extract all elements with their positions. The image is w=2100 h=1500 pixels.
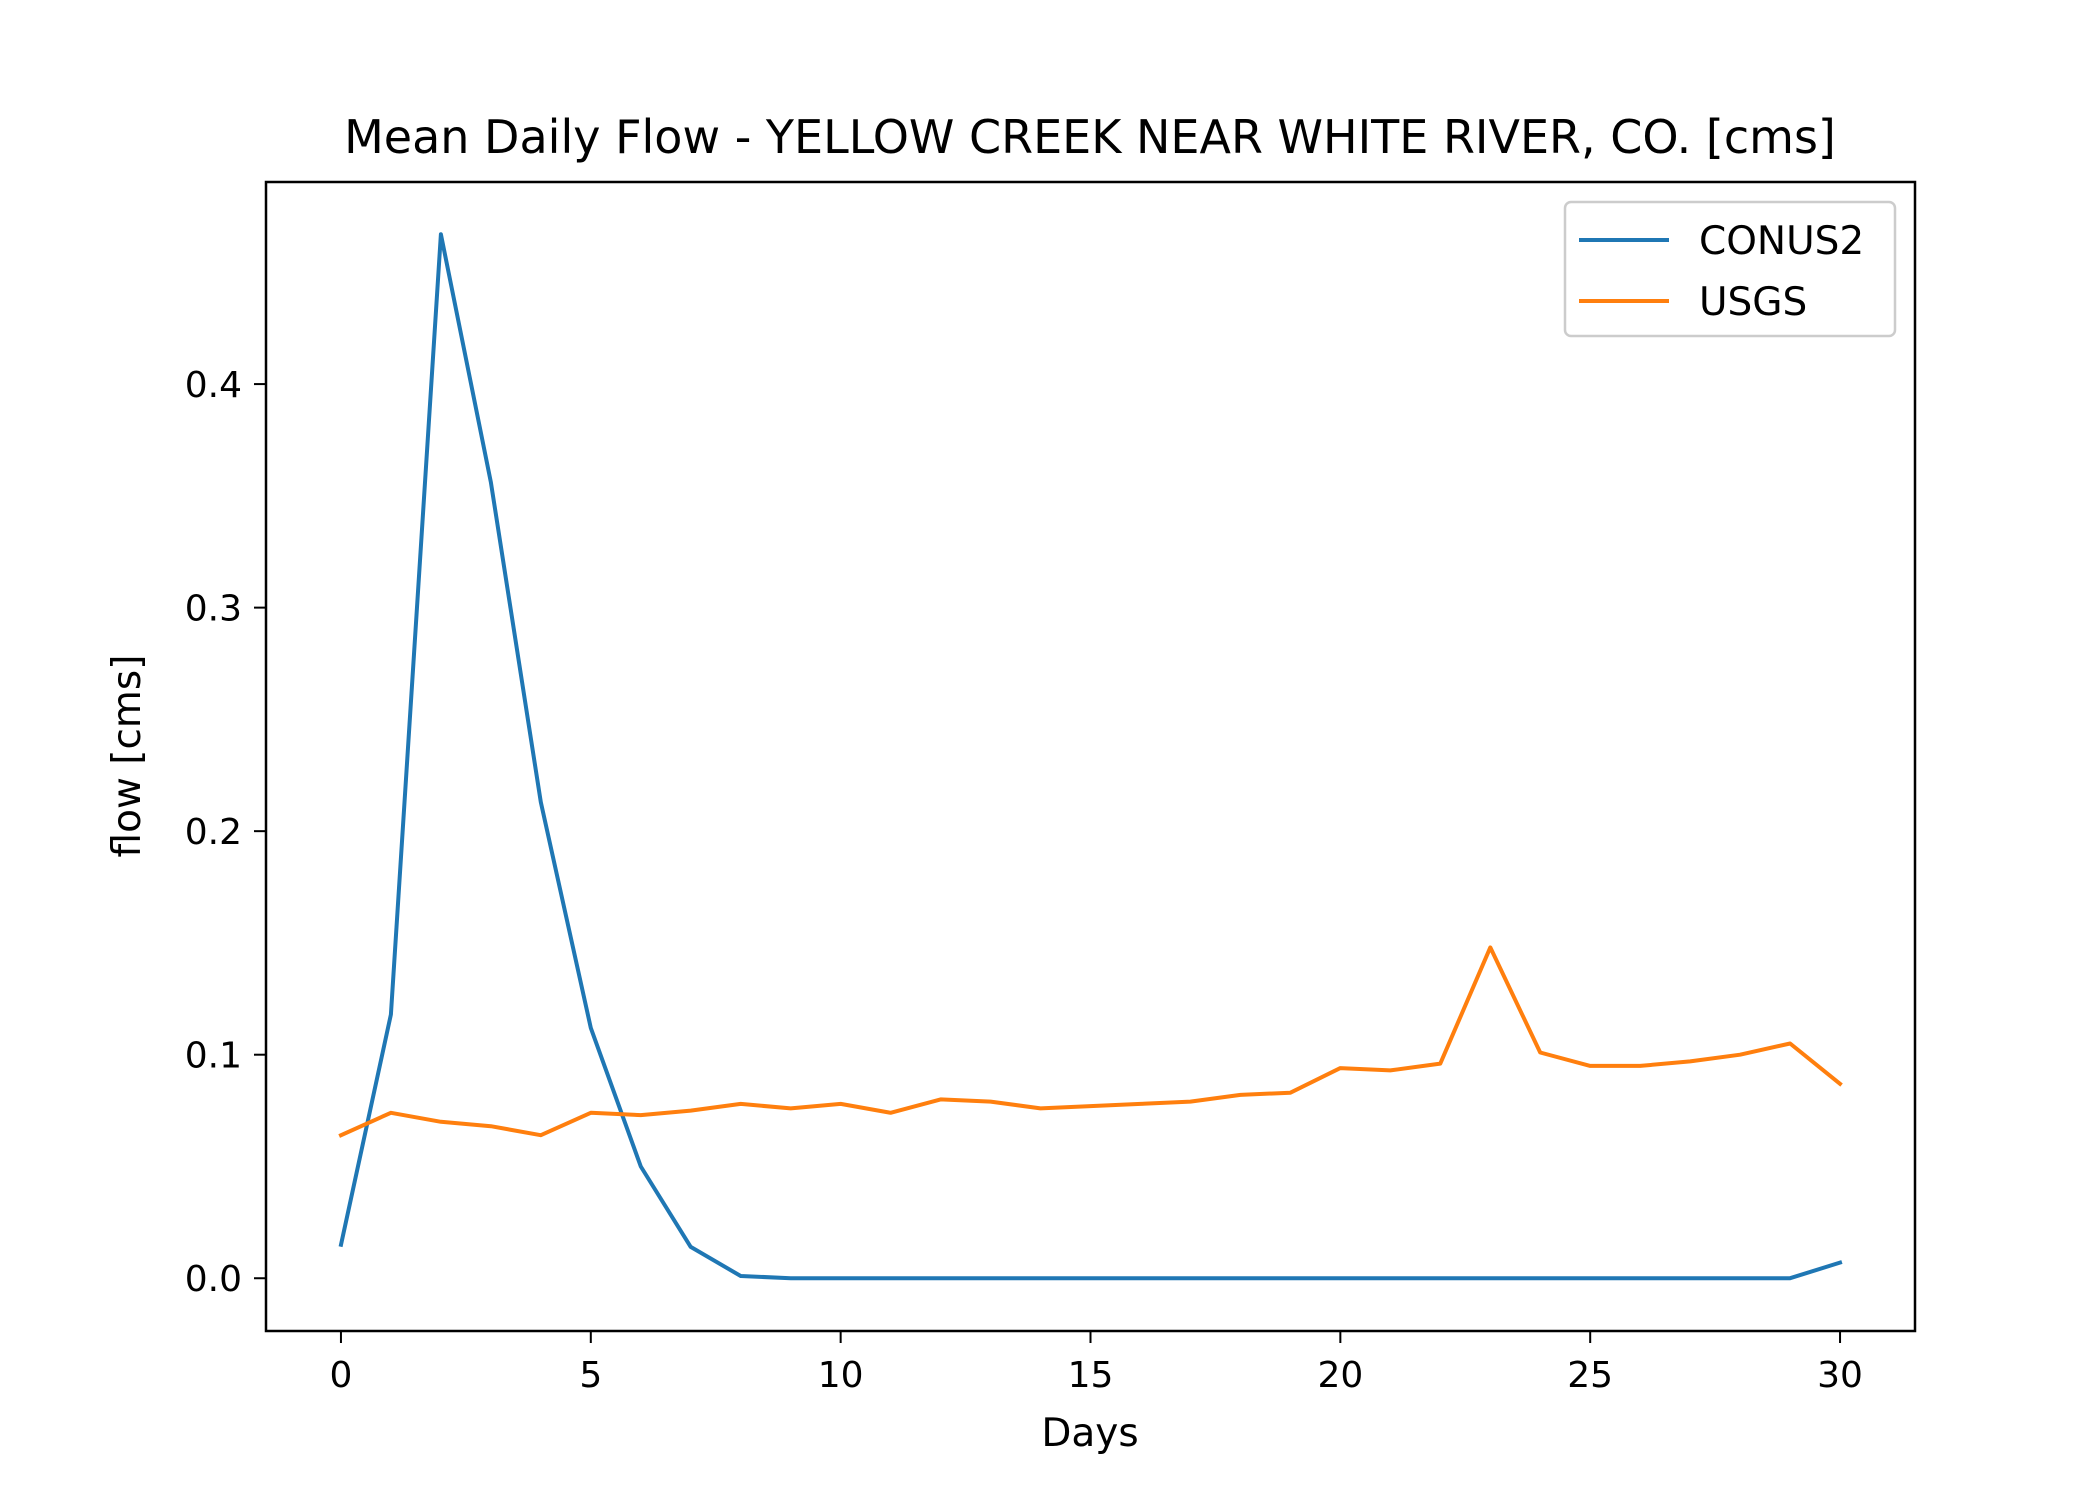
legend-label-usgs: USGS — [1699, 280, 1807, 325]
x-axis: 0 5 10 15 20 25 30 — [330, 1331, 1863, 1396]
y-axis-label: flow [cms] — [105, 655, 150, 858]
x-tick-label: 25 — [1567, 1355, 1613, 1396]
x-tick-label: 20 — [1317, 1355, 1363, 1396]
y-tick-label: 0.0 — [185, 1259, 242, 1300]
legend: CONUS2 USGS — [1563, 200, 1897, 338]
x-tick-label: 10 — [818, 1355, 864, 1396]
x-tick-label: 5 — [579, 1355, 602, 1396]
y-tick-label: 0.2 — [185, 812, 242, 853]
y-tick-label: 0.4 — [185, 365, 242, 406]
y-tick-label: 0.1 — [185, 1036, 242, 1077]
y-axis: 0.0 0.1 0.2 0.3 0.4 — [185, 365, 266, 1300]
series-line-usgs — [338, 945, 1843, 1138]
series-line-conus2 — [338, 232, 1843, 1281]
x-tick-label: 0 — [330, 1355, 353, 1396]
x-tick-label: 15 — [1068, 1355, 1114, 1396]
x-tick-label: 30 — [1817, 1355, 1863, 1396]
chart-title: Mean Daily Flow - YELLOW CREEK NEAR WHIT… — [344, 110, 1836, 164]
series-layer — [338, 232, 1843, 1281]
y-tick-label: 0.3 — [185, 589, 242, 630]
legend-label-conus2: CONUS2 — [1699, 219, 1864, 264]
x-axis-label: Days — [1041, 1411, 1138, 1456]
